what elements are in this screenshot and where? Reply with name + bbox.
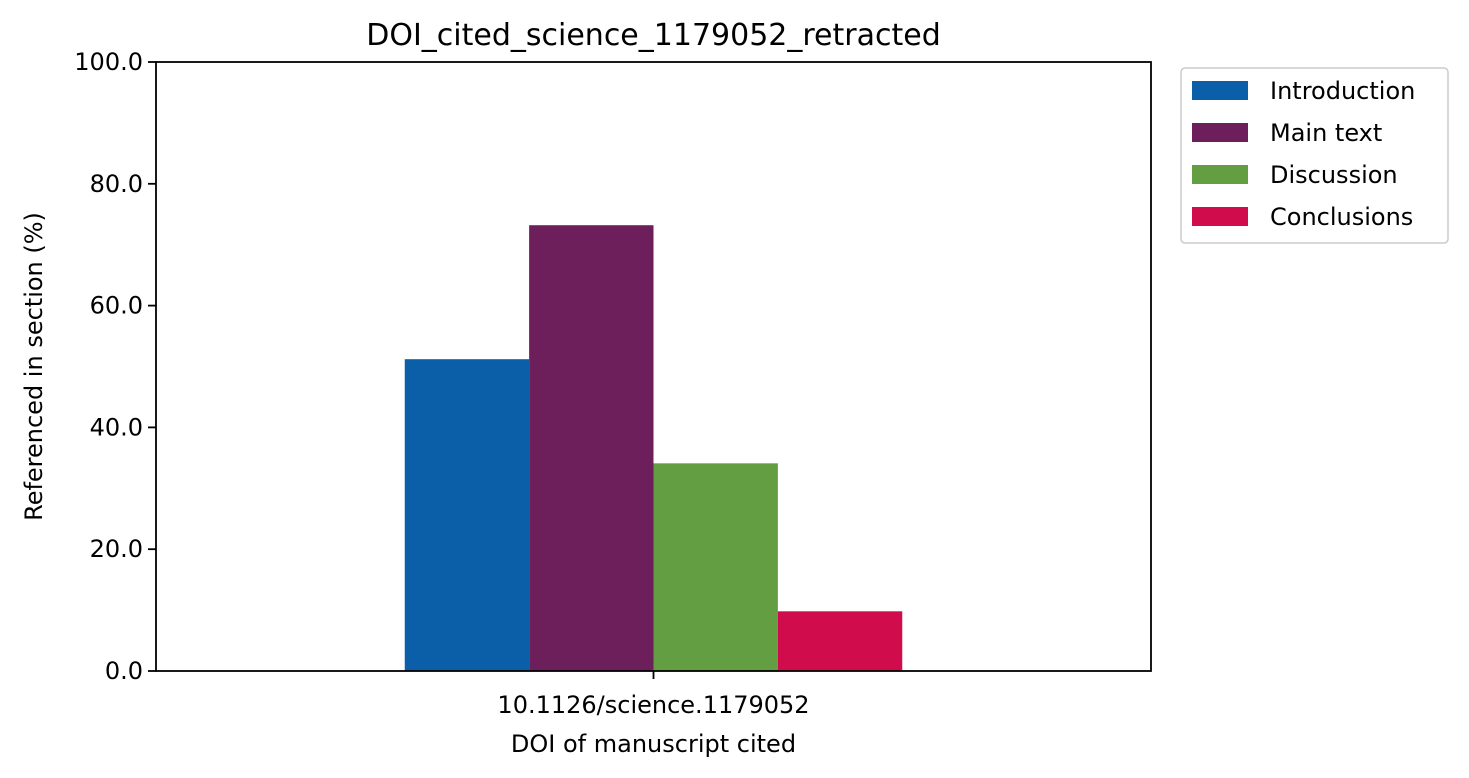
bar-conclusions bbox=[777, 611, 903, 671]
legend-swatch-introduction bbox=[1192, 81, 1248, 100]
legend-label: Discussion bbox=[1270, 161, 1398, 189]
y-axis: 0.0 20.0 40.0 60.0 80.0 100.0 bbox=[74, 48, 156, 685]
x-tick-label: 10.1126/science.1179052 bbox=[497, 691, 809, 719]
bar-main-text bbox=[529, 225, 654, 671]
y-axis-label: Referenced in section (%) bbox=[20, 212, 48, 521]
x-axis-label: DOI of manuscript cited bbox=[511, 730, 796, 758]
bar-discussion bbox=[653, 463, 778, 671]
legend: Introduction Main text Discussion Conclusio… bbox=[1180, 67, 1449, 244]
y-tick-label: 60.0 bbox=[90, 292, 143, 320]
legend-label: Introduction bbox=[1270, 77, 1415, 105]
x-axis: 10.1126/science.1179052 bbox=[497, 671, 810, 719]
legend-label: Main text bbox=[1270, 119, 1382, 147]
y-tick-label: 100.0 bbox=[74, 48, 143, 76]
legend-swatch-conclusions bbox=[1192, 207, 1248, 226]
y-tick-label: 80.0 bbox=[90, 170, 143, 198]
y-tick-label: 40.0 bbox=[90, 413, 143, 441]
y-tick-label: 20.0 bbox=[90, 535, 143, 563]
legend-swatch-discussion bbox=[1192, 165, 1248, 184]
bar-introduction bbox=[404, 359, 530, 671]
legend-label: Conclusions bbox=[1270, 203, 1413, 231]
bars-layer bbox=[404, 225, 903, 671]
chart-title: DOI_cited_science_1179052_retracted bbox=[366, 18, 941, 53]
y-tick-label: 0.0 bbox=[105, 657, 143, 685]
legend-box bbox=[1180, 67, 1449, 244]
legend-swatch-main-text bbox=[1192, 123, 1248, 142]
